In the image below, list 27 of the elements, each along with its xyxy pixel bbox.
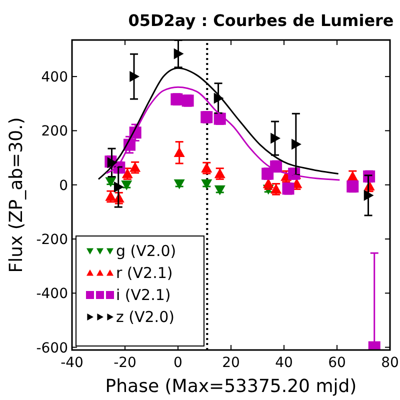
x-axis-title: Phase (Max=53375.20 mjd) — [105, 376, 357, 397]
y-tick-label: 200 — [41, 124, 68, 140]
y-tick-label: 0 — [59, 178, 68, 194]
y-tick-label: 400 — [41, 70, 68, 86]
point — [270, 132, 280, 144]
chart-title: 05D2ay : Courbes de Lumiere — [128, 11, 394, 30]
x-tick-label: -20 — [114, 355, 136, 371]
x-tick-label: 20 — [222, 355, 240, 371]
x-tick-label: 0 — [174, 355, 182, 371]
point — [292, 138, 302, 150]
x-tick-label: 80 — [381, 355, 399, 371]
y-tick-label: -200 — [36, 232, 68, 248]
line-series — [106, 86, 340, 181]
point — [130, 71, 140, 82]
x-tick-label: 60 — [328, 355, 346, 371]
y-tick-label: -400 — [36, 286, 68, 302]
x-tick-label: -40 — [60, 355, 84, 371]
point — [174, 48, 184, 60]
point — [174, 147, 185, 158]
legend-label: r (V2.1) — [116, 264, 173, 282]
legend-label: g (V2.0) — [116, 242, 176, 260]
legend-label: i (V2.1) — [116, 286, 171, 304]
y-tick-label: -600 — [36, 340, 68, 356]
x-tick-label: 40 — [275, 355, 293, 371]
point — [364, 190, 374, 201]
legend-label: z (V2.0) — [116, 308, 174, 326]
y-axis-title: Flux (ZP_ab=30.) — [6, 117, 27, 273]
